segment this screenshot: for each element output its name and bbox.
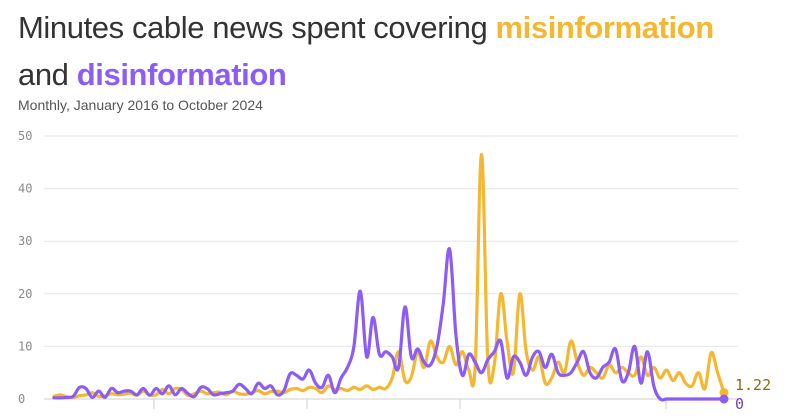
- y-tick-label-0: 0: [18, 392, 25, 406]
- series-line-misinformation: [52, 152, 726, 400]
- y-tick-label-30: 30: [18, 234, 32, 248]
- title-line2-prefix: and: [18, 57, 77, 92]
- title-prefix: Minutes cable news spent covering: [18, 10, 496, 45]
- title-highlight-misinformation: misinformation: [495, 10, 715, 45]
- y-tick-label-40: 40: [18, 182, 32, 196]
- y-tick-label-10: 10: [18, 339, 32, 353]
- chart-title: Minutes cable news spent covering misinf…: [18, 4, 788, 98]
- end-label-disinformation: 0: [735, 395, 744, 413]
- y-tick-label-50: 50: [18, 129, 32, 143]
- end-dot-disinformation: [719, 394, 729, 404]
- y-tick-label-20: 20: [18, 287, 32, 301]
- end-label-misinformation: 1.22: [735, 376, 771, 394]
- end-dot-misinformation: [719, 388, 729, 398]
- series-line-disinformation: [52, 247, 726, 402]
- title-highlight-disinformation: disinformation: [76, 57, 287, 92]
- chart-subtitle: Monthly, January 2016 to October 2024: [18, 97, 263, 113]
